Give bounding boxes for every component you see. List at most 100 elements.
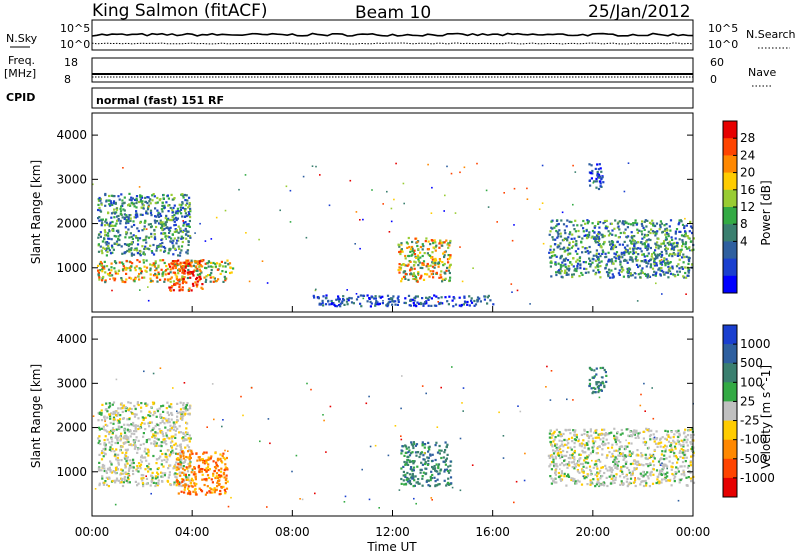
scatter-cell	[634, 251, 638, 254]
scatter-cell	[414, 295, 418, 298]
scatter-cell	[163, 422, 166, 425]
scatter-cell	[125, 214, 128, 217]
scatter-cell	[682, 440, 685, 443]
scatter-cell	[630, 256, 633, 259]
scatter-cell	[577, 438, 580, 441]
scatter-cell	[550, 436, 553, 439]
scatter-cell	[289, 189, 292, 192]
scatter-cell	[115, 434, 118, 437]
scatter-cell	[183, 193, 186, 197]
scatter-cell	[416, 301, 419, 304]
scatter-cell	[184, 446, 187, 449]
scatter-cell	[628, 258, 631, 261]
scatter-cell	[104, 435, 107, 438]
scatter-cell	[613, 481, 616, 484]
scatter-cell	[149, 198, 152, 201]
scatter-cell	[187, 462, 190, 466]
scatter-cell	[689, 436, 693, 439]
scatter-cell	[646, 248, 649, 252]
scatter-cell	[227, 450, 229, 452]
scatter-cell	[552, 458, 555, 461]
scatter-cell	[114, 272, 117, 275]
scatter-cell	[588, 179, 591, 182]
scatter-cell	[575, 240, 578, 243]
scatter-cell	[411, 451, 414, 454]
scatter-cell	[435, 304, 438, 307]
scatter-cell	[159, 413, 162, 416]
scatter-cell	[624, 447, 627, 450]
scatter-cell	[125, 479, 128, 482]
scatter-cell	[110, 412, 113, 415]
scatter-cell	[567, 442, 570, 445]
scatter-cell	[181, 417, 184, 420]
scatter-cell	[682, 253, 685, 256]
scatter-cell	[169, 289, 172, 292]
scatter-cell	[682, 235, 685, 238]
scatter-cell	[555, 467, 558, 471]
scatter-cell	[100, 202, 103, 205]
scatter-cell	[574, 429, 577, 432]
scatter-cell	[596, 447, 599, 450]
scatter-cell	[411, 444, 415, 447]
scatter-cell	[134, 445, 137, 449]
scatter-cell	[563, 271, 566, 274]
scatter-cell	[642, 470, 645, 473]
scatter-cell	[169, 483, 173, 487]
scatter-cell	[672, 273, 675, 276]
scatter-cell	[681, 267, 684, 270]
scatter-cell	[189, 407, 192, 410]
scatter-cell	[215, 216, 218, 219]
scatter-cell	[199, 270, 202, 273]
scatter-cell	[110, 262, 113, 265]
scatter-cell	[625, 480, 628, 483]
scatter-cell	[176, 415, 179, 418]
scatter-cell	[152, 414, 155, 417]
scatter-cell	[433, 239, 436, 242]
scatter-cell	[153, 265, 157, 268]
scatter-cell	[668, 254, 671, 257]
scatter-cell	[601, 236, 604, 239]
scatter-cell	[643, 272, 646, 276]
scatter-cell	[421, 441, 424, 444]
scatter-cell	[595, 483, 598, 486]
scatter-cell	[447, 254, 450, 257]
scatter-cell	[684, 460, 687, 463]
scatter-cell	[136, 465, 139, 468]
scatter-cell	[422, 471, 425, 474]
scatter-cell	[407, 254, 410, 258]
scatter-cell	[137, 462, 141, 465]
scatter-cell	[98, 276, 101, 279]
scatter-cell	[125, 457, 128, 460]
scatter-cell	[133, 444, 137, 447]
scatter-cell	[561, 211, 564, 214]
scatter-cell	[413, 442, 416, 445]
scatter-cell	[661, 464, 664, 467]
scatter-cell	[147, 462, 151, 465]
scatter-cell	[557, 449, 560, 452]
scatter-cell	[613, 437, 616, 440]
scatter-cell	[572, 460, 575, 463]
scatter-cell	[145, 482, 148, 486]
scatter-cell	[223, 275, 226, 278]
scatter-cell	[141, 197, 144, 199]
scatter-cell	[196, 273, 199, 276]
scatter-cell	[548, 456, 551, 459]
scatter-cell	[636, 300, 639, 302]
scatter-cell	[173, 443, 176, 447]
scatter-cell	[164, 223, 167, 226]
scatter-cell	[627, 162, 630, 164]
scatter-cell	[413, 304, 416, 307]
scatter-cell	[130, 252, 133, 255]
scatter-cell	[182, 272, 185, 275]
scatter-cell	[592, 258, 595, 261]
scatter-cell	[219, 453, 222, 456]
scatter-cell	[151, 428, 154, 431]
scatter-cell	[382, 203, 384, 205]
scatter-cell	[183, 280, 186, 283]
scatter-cell	[663, 458, 666, 461]
scatter-cell	[158, 407, 161, 410]
scatter-cell	[591, 229, 595, 233]
scatter-cell	[560, 451, 563, 454]
scatter-cell	[177, 254, 180, 257]
scatter-cell	[153, 233, 156, 236]
